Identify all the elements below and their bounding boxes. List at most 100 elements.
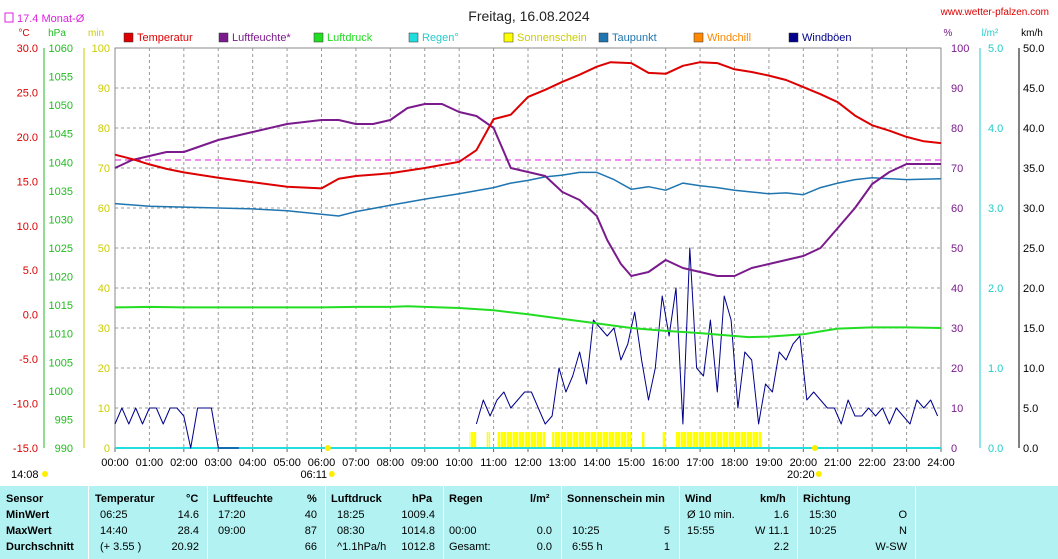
chart-title: Freitag, 16.08.2024 [468, 8, 590, 24]
stats-divider [561, 486, 562, 559]
legend-label: Sonnenschein [517, 32, 587, 44]
temp-tick-label: 25.0 [17, 87, 38, 99]
stats-header-pressure-unit: hPa [412, 493, 433, 505]
sun-tick-label: 60 [98, 203, 110, 215]
sun-tick-label: 0 [104, 443, 110, 455]
stats-divider [443, 486, 444, 559]
pressure-tick-label: 1025 [49, 243, 73, 255]
legend-swatch [218, 32, 229, 43]
percent-tick-label: 100 [951, 43, 969, 55]
series-line-windben [114, 247, 939, 449]
pressure-tick-label: 1010 [49, 329, 73, 341]
legend-swatch [123, 32, 134, 43]
x-tick-label: 19:00 [755, 457, 783, 469]
stats-cell-hum-v: 40 [304, 509, 317, 521]
sun-tick-label: 30 [98, 323, 110, 335]
x-tick-label: 24:00 [927, 457, 955, 469]
percent-unit-label: % [944, 28, 953, 39]
sun-tick-label: 20 [98, 363, 110, 375]
pressure-tick-label: 1045 [49, 129, 73, 141]
stats-cell-press-t: 08:30 [337, 525, 365, 537]
sunshine-bar [552, 432, 632, 448]
series-line-taupunkt [114, 171, 942, 217]
x-tick-label: 18:00 [721, 457, 749, 469]
x-tick-label: 22:00 [858, 457, 886, 469]
stats-header-pressure: Luftdruck [331, 493, 382, 505]
stats-cell-press-t: ^1.1hPa/h [337, 541, 387, 553]
stats-cell-label: MaxWert [6, 525, 52, 537]
stats-cell-wind-t: 15:55 [687, 525, 715, 537]
stats-cell-temp-t: 14:40 [100, 525, 128, 537]
stats-header-humidity: Luftfeuchte [213, 493, 273, 505]
stats-cell-press-v: 1014.8 [401, 525, 435, 537]
stats-cell-temp-v: 20.92 [171, 541, 199, 553]
percent-tick-label: 0 [951, 443, 957, 455]
series-line-luftfeuchte [114, 103, 941, 277]
percent-tick-label: 10 [951, 403, 963, 415]
percent-tick-label: 70 [951, 163, 963, 175]
sunshine-bar [675, 432, 763, 448]
x-tick-label: 09:00 [411, 457, 439, 469]
x-tick-label: 16:00 [652, 457, 680, 469]
stats-cell-dir-v: W-SW [875, 541, 907, 553]
legend-label: Regen° [422, 32, 459, 44]
stats-cell-rain-t: 00:00 [449, 525, 477, 537]
stats-cell-hum-v: 87 [304, 525, 317, 537]
x-tick-label: 13:00 [549, 457, 577, 469]
wind-tick-label: 5.0 [1023, 403, 1038, 415]
rain-tick-label: 4.0 [988, 123, 1003, 135]
stats-divider [207, 486, 208, 559]
sun-tick-label: 40 [98, 283, 110, 295]
x-tick-label: 23:00 [893, 457, 921, 469]
wind-tick-label: 0.0 [1023, 443, 1038, 455]
stats-header-temp-unit: °C [186, 493, 199, 505]
temp-tick-label: -5.0 [19, 354, 38, 366]
wind-tick-label: 10.0 [1023, 363, 1044, 375]
x-tick-label: 11:00 [480, 457, 507, 469]
temp-unit-label: °C [18, 28, 29, 39]
pressure-tick-label: 1005 [49, 357, 73, 369]
x-tick-label: 15:00 [617, 457, 645, 469]
temp-tick-label: 20.0 [17, 132, 38, 144]
sunset-marker-icon [811, 445, 818, 451]
percent-tick-label: 20 [951, 363, 963, 375]
pressure-tick-label: 1020 [49, 272, 73, 284]
sunshine-bar [497, 432, 546, 448]
legend-swatch [788, 32, 799, 43]
sun-tick-label: 50 [98, 243, 110, 255]
x-tick-label: 02:00 [170, 457, 198, 469]
rain-tick-label: 2.0 [988, 283, 1003, 295]
percent-tick-label: 40 [951, 283, 963, 295]
percent-tick-label: 30 [951, 323, 963, 335]
series-line-luftdruck [114, 305, 942, 339]
stats-cell-rain-t: Gesamt: [449, 541, 491, 553]
stats-cell-wind-v: 1.6 [773, 509, 789, 521]
wind-tick-label: 25.0 [1023, 243, 1044, 255]
stats-cell-dir-t: 10:25 [809, 525, 837, 537]
legend-swatch [503, 32, 514, 43]
stats-header-rain: Regen [449, 493, 483, 505]
stats-divider [88, 486, 89, 559]
legend-label: Temperatur [137, 32, 193, 44]
stats-divider [325, 486, 326, 559]
rain-tick-label: 5.0 [988, 43, 1003, 55]
sun-tick-label: 90 [98, 83, 110, 95]
legend-swatch [598, 32, 609, 43]
stats-cell-sun-v: 5 [663, 525, 670, 537]
stats-cell-dir-t: 15:30 [809, 509, 837, 521]
stats-header-wind: Wind [685, 493, 712, 505]
moon-time: 14:08 [11, 469, 39, 481]
percent-tick-label: 80 [951, 123, 963, 135]
temp-tick-label: -10.0 [13, 399, 38, 411]
temp-tick-label: 15.0 [17, 176, 38, 188]
sunrise-marker-icon [324, 445, 331, 451]
stats-cell-temp-t: 06:25 [100, 509, 128, 521]
x-tick-label: 06:00 [308, 457, 336, 469]
pressure-tick-label: 1015 [49, 300, 73, 312]
pressure-tick-label: 1055 [49, 72, 73, 84]
temp-tick-label: 5.0 [23, 265, 38, 277]
x-tick-label: 05:00 [273, 457, 301, 469]
legend-label: Luftdruck [327, 32, 373, 44]
legend-label: Windböen [802, 32, 852, 44]
